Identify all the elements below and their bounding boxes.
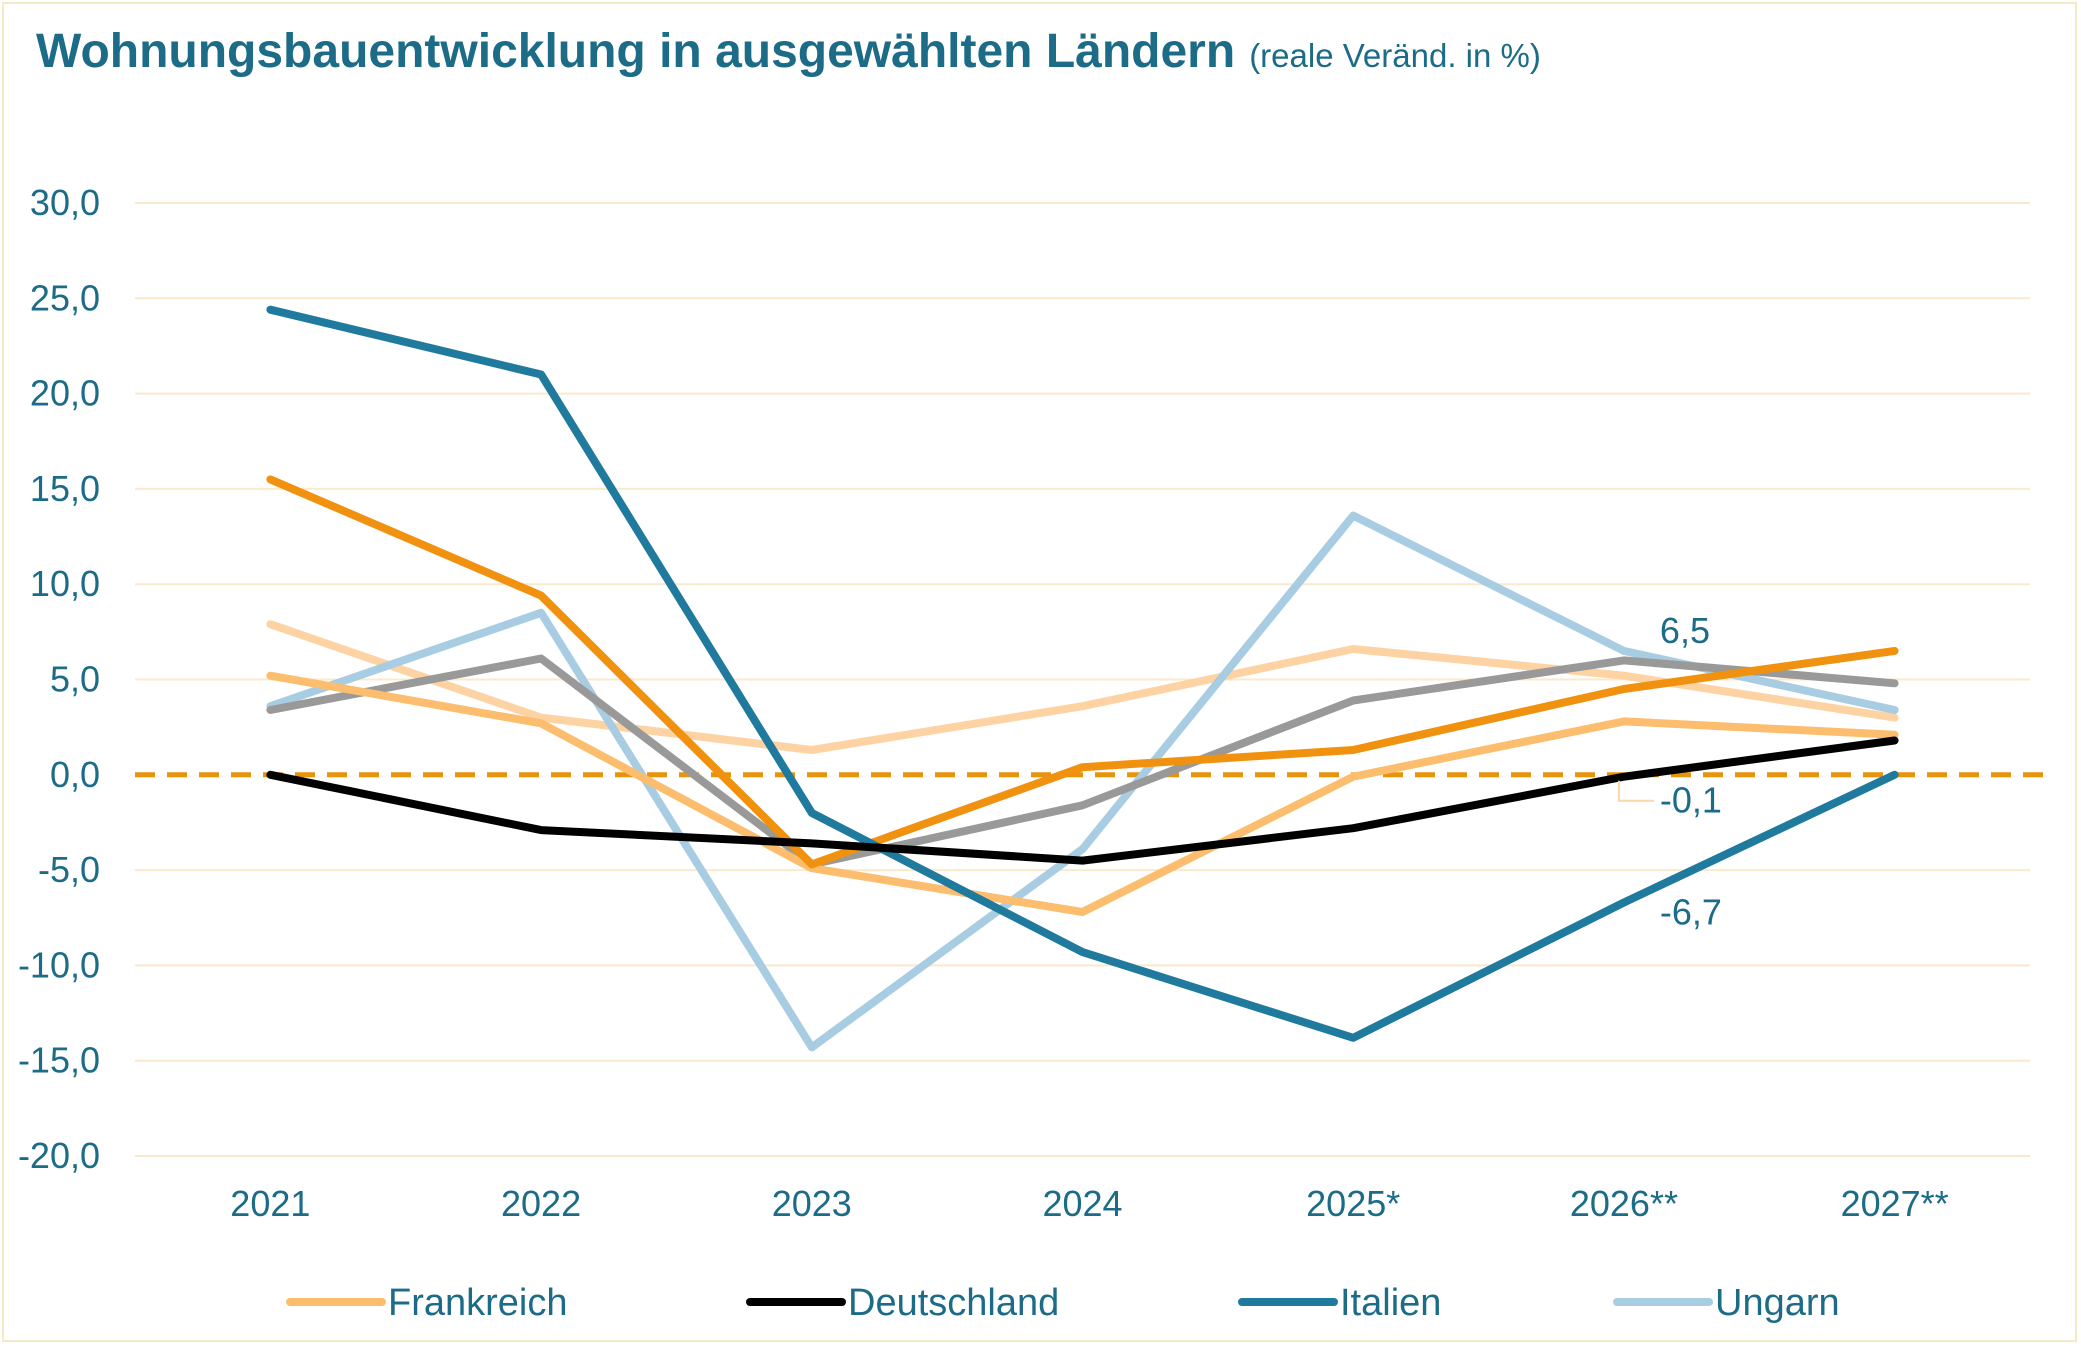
chart-title: Wohnungsbauentwicklung in ausgewählten L…	[36, 25, 1236, 78]
legend: Frankreich Deutschland Italien Ungarn	[286, 1282, 1840, 1324]
x-tick-label: 2026**	[1570, 1183, 1678, 1224]
data-label-leader	[1617, 780, 1654, 802]
data-labels: 6,5 -0,1 -6,7	[1617, 610, 1722, 933]
series-line-italien	[266, 305, 1899, 1042]
series-line-5	[266, 475, 1899, 869]
legend-label-deutschland: Deutschland	[848, 1282, 1059, 1324]
y-tick-label: -20,0	[18, 1135, 100, 1176]
y-tick-label: 0,0	[50, 754, 100, 795]
y-tick-label: -10,0	[18, 944, 100, 985]
series-line-1	[266, 620, 1899, 754]
data-label: -6,7	[1660, 892, 1722, 933]
y-tick-label: 25,0	[30, 277, 100, 318]
data-label: 6,5	[1660, 610, 1710, 651]
chart-title-block: Wohnungsbauentwicklung in ausgewählten L…	[36, 24, 1541, 79]
series-line-deutschland	[266, 736, 1899, 865]
x-tick-label: 2022	[501, 1183, 581, 1224]
y-tick-label: 30,0	[30, 182, 100, 223]
y-tick-label: -15,0	[18, 1040, 100, 1081]
series-line-ungarn	[266, 511, 1899, 1052]
data-label: -0,1	[1660, 780, 1722, 821]
x-tick-label: 2023	[772, 1183, 852, 1224]
legend-label-ungarn: Ungarn	[1715, 1282, 1840, 1324]
y-tick-label: 5,0	[50, 659, 100, 700]
x-axis-ticks: 2021 2022 2023 2024 2025* 2026** 2027**	[230, 1183, 1948, 1224]
y-tick-label: 10,0	[30, 563, 100, 604]
x-tick-label: 2025*	[1306, 1183, 1400, 1224]
series-line-frankreich	[266, 671, 1899, 916]
x-tick-label: 2021	[230, 1183, 310, 1224]
x-tick-label: 2024	[1042, 1183, 1122, 1224]
series-line-3	[266, 654, 1899, 869]
y-tick-label: 20,0	[30, 373, 100, 414]
legend-label-italien: Italien	[1340, 1282, 1441, 1324]
x-tick-label: 2027**	[1841, 1183, 1949, 1224]
gridlines	[135, 202, 2030, 1157]
y-axis-ticks: 30,0 25,0 20,0 15,0 10,0 5,0 0,0 -5,0 -10,0 -15,0…	[18, 182, 100, 1176]
legend-label-frankreich: Frankreich	[388, 1282, 568, 1324]
series-lines	[266, 305, 1899, 1052]
y-tick-label: 15,0	[30, 468, 100, 509]
y-tick-label: -5,0	[38, 849, 100, 890]
chart-subtitle: (reale Veränd. in %)	[1249, 37, 1541, 74]
